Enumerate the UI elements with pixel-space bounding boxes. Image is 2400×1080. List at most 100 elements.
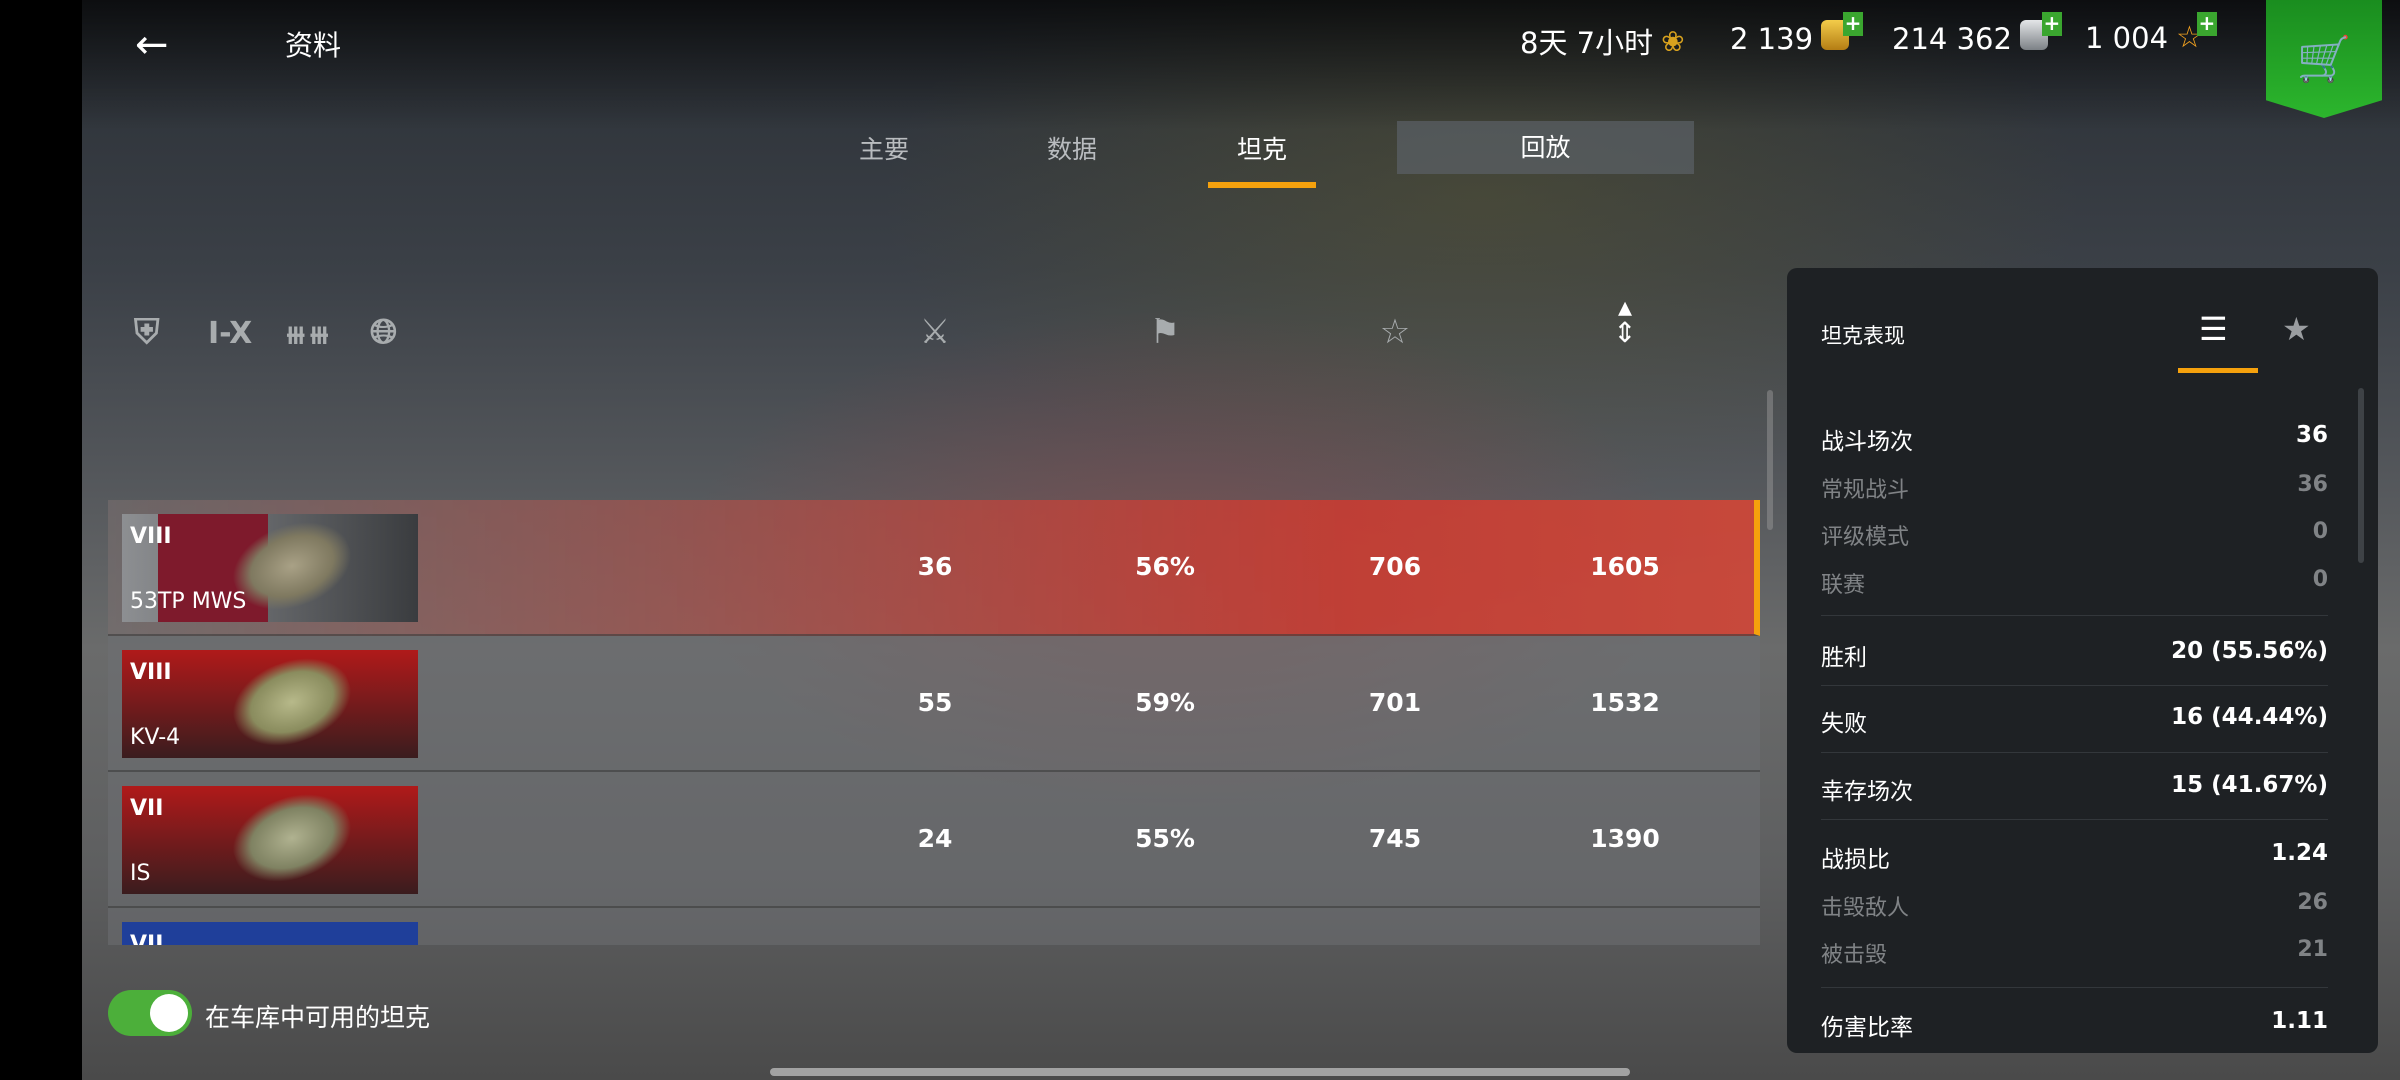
stat-label: 幸存场次 — [1821, 779, 1913, 805]
tab-replays[interactable]: 回放 — [1397, 121, 1694, 174]
tank-tier: VII — [130, 796, 164, 821]
tank-tier: VIII — [130, 524, 172, 549]
add-xp-icon[interactable]: + — [2196, 11, 2217, 36]
star-icon: ☆ + — [2176, 11, 2217, 55]
stat-divider — [1821, 615, 2328, 616]
credits-value: 214 362 — [1892, 21, 2012, 56]
silver-coins-icon: + — [2019, 12, 2062, 57]
winrate-value: 59% — [1135, 688, 1195, 717]
tank-list: VIII 53TP MWS 36 56% 706 1605 VIII KV-4 55… — [108, 500, 1760, 945]
shield-star-icon[interactable]: ⛨ — [134, 312, 160, 352]
tank-performance-panel: 坦克表现 ☰ ★ 战斗场次 36 常规战斗 36 评级模式 0 联赛 0 胜利 20 (55.56… — [1787, 268, 2378, 1053]
stat-label: 被击毁 — [1821, 943, 1888, 968]
stat-label: 常规战斗 — [1821, 478, 1910, 503]
stat-row: 战损比 1.24 — [1821, 840, 2328, 874]
page-title: 资料 — [285, 29, 342, 62]
stat-divider — [1821, 685, 2328, 686]
stat-value: 1.24 — [2271, 840, 2328, 866]
stat-row: 胜利 20 (55.56%) — [1821, 638, 2328, 672]
stat-value: 0 — [2312, 519, 2328, 544]
home-indicator[interactable] — [770, 1068, 1630, 1076]
stat-value: 1.11 — [2271, 1008, 2328, 1034]
xp-value: 745 — [1368, 824, 1422, 853]
tab-tanks[interactable]: 坦克 — [1236, 135, 1287, 164]
battles-crossed-swords-icon[interactable]: ⚔ — [919, 312, 951, 352]
stat-row: 战斗场次 36 — [1821, 422, 2328, 456]
battles-value: 36 — [917, 552, 953, 581]
tank-card: VII — [122, 922, 418, 945]
stat-row: 常规战斗 36 — [1821, 472, 2328, 504]
toggle-label: 在车库中可用的坦克 — [205, 1003, 431, 1032]
battles-value: 55 — [917, 688, 953, 717]
tank-row[interactable]: VIII 53TP MWS 36 56% 706 1605 — [108, 500, 1760, 636]
stat-label: 战斗场次 — [1821, 429, 1913, 455]
stat-label: 战损比 — [1821, 847, 1890, 873]
list-icon[interactable]: ☰ — [2199, 310, 2228, 348]
stat-value: 36 — [2295, 422, 2328, 448]
stat-row: 幸存场次 15 (41.67%) — [1821, 772, 2328, 806]
add-credits-icon[interactable]: + — [2041, 11, 2062, 36]
premium-value: 8天 7小时 — [1520, 26, 1654, 60]
tank-name: 53TP MWS — [130, 589, 247, 614]
gold-value: 2 139 — [1730, 21, 1814, 56]
stat-label: 伤害比率 — [1821, 1015, 1913, 1041]
tank-row[interactable]: VIII KV-4 55 59% 701 1532 — [108, 636, 1760, 772]
shop-cart-button[interactable]: 🛒 — [2266, 0, 2382, 118]
stat-label: 胜利 — [1821, 645, 1867, 671]
stat-divider — [1821, 752, 2328, 753]
tab-main[interactable]: 主要 — [858, 135, 909, 164]
stat-label: 击毁敌人 — [1821, 896, 1910, 921]
stat-value: 26 — [2297, 890, 2328, 915]
panel-tab-indicator — [2178, 368, 2258, 373]
active-tab-indicator — [1208, 182, 1316, 188]
stat-row: 联赛 0 — [1821, 567, 2328, 599]
premium-time[interactable]: 8天 7小时 ❀ — [1520, 20, 1685, 62]
stat-row: 被击毁 21 — [1821, 937, 2328, 969]
damage-value: 1390 — [1590, 824, 1660, 853]
stat-row: 评级模式 0 — [1821, 519, 2328, 551]
stat-row: 失败 16 (44.44%) — [1821, 704, 2328, 738]
add-gold-icon[interactable]: + — [1843, 11, 1864, 36]
panel-title: 坦克表现 — [1821, 324, 1905, 348]
xp-value: 706 — [1368, 552, 1422, 581]
panel-scrollbar[interactable] — [2358, 388, 2364, 563]
free-xp-balance[interactable]: 1 004 ☆ + — [2085, 11, 2217, 55]
winrate-flag-icon[interactable]: ⚑ — [1149, 312, 1181, 352]
tank-row[interactable]: VII — [108, 908, 1760, 945]
list-scrollbar[interactable] — [1767, 390, 1773, 530]
available-tanks-toggle[interactable] — [108, 990, 192, 1036]
toggle-knob — [150, 994, 188, 1032]
gold-balance[interactable]: 2 139 + — [1730, 12, 1864, 57]
gold-coins-icon: + — [1821, 12, 1864, 57]
achievement-star-icon[interactable]: ★ — [2282, 310, 2311, 348]
tank-card: VIII KV-4 — [122, 650, 418, 758]
credits-balance[interactable]: 214 362 + — [1892, 12, 2062, 57]
stat-value: 16 (44.44%) — [2171, 704, 2328, 730]
globe-icon[interactable]: 🌐︎ — [370, 312, 398, 352]
damage-value: 1605 — [1590, 552, 1660, 581]
stat-value: 15 (41.67%) — [2171, 772, 2328, 798]
tank-card: VII IS — [122, 786, 418, 894]
stat-value: 21 — [2297, 937, 2328, 962]
winrate-value: 56% — [1135, 552, 1195, 581]
damage-sort-icon[interactable]: ▴ ⇕ — [1613, 290, 1637, 349]
stat-divider — [1821, 819, 2328, 820]
tank-card: VIII 53TP MWS — [122, 514, 418, 622]
tier-filter[interactable]: I-X — [208, 316, 253, 351]
stat-value: 0 — [2312, 567, 2328, 592]
stat-label: 评级模式 — [1821, 525, 1910, 550]
stat-divider — [1821, 987, 2328, 988]
xp-star-icon[interactable]: ☆ — [1379, 312, 1411, 352]
tank-name: KV-4 — [130, 725, 181, 750]
premium-laurel-icon: ❀ — [1661, 24, 1685, 58]
stat-value: 36 — [2297, 472, 2328, 497]
tab-data[interactable]: 数据 — [1046, 135, 1097, 164]
damage-value: 1532 — [1590, 688, 1660, 717]
nation-stripes-icon[interactable]: ⧻⧻ — [284, 318, 331, 351]
tank-tier: VIII — [130, 660, 172, 685]
tank-row[interactable]: VII IS 24 55% 745 1390 — [108, 772, 1760, 908]
battles-value: 24 — [917, 824, 953, 853]
stat-row: 击毁敌人 26 — [1821, 890, 2328, 922]
stat-label: 联赛 — [1821, 573, 1866, 598]
back-arrow-icon[interactable]: ← — [135, 22, 169, 68]
